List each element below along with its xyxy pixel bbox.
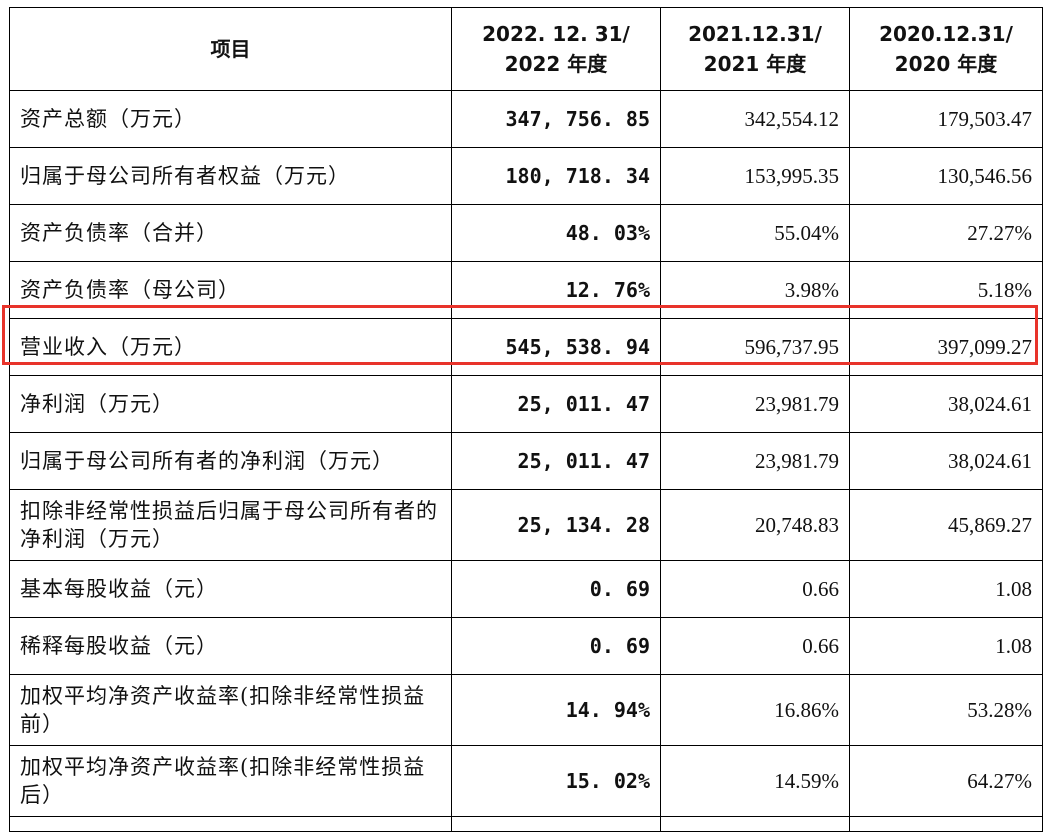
value-2022: 48. 03% — [451, 204, 661, 262]
row-label: 基本每股收益（元） — [9, 560, 452, 618]
row-label: 资产总额（万元） — [9, 90, 452, 148]
header-2021-date: 2021.12.31/ — [688, 22, 822, 46]
value-2020: 38,024.61 — [849, 432, 1043, 490]
table-row: 归属于母公司所有者的净利润（万元） 25, 011. 47 23,981.79 … — [9, 432, 1043, 490]
value-2021: 20,748.83 — [660, 489, 850, 561]
header-2022-year: 2022 年度 — [504, 52, 608, 76]
value-2022: 0. 69 — [451, 617, 661, 675]
table-row: 基本每股收益（元） 0. 69 0.66 1.08 — [9, 560, 1043, 618]
header-2022-date: 2022. 12. 31/ — [482, 22, 630, 46]
value-2021: 16.86% — [660, 674, 850, 746]
header-item: 项目 — [9, 7, 452, 91]
header-2021-year: 2021 年度 — [703, 52, 807, 76]
table-header-row: 项目 2022. 12. 31/ 2022 年度 2021.12.31/ 202… — [9, 7, 1043, 91]
header-2020: 2020.12.31/ 2020 年度 — [849, 7, 1043, 91]
row-label: 营业收入（万元） — [9, 318, 452, 376]
row-label: 稀释每股收益（元） — [9, 617, 452, 675]
table-row: 扣除非经常性损益后归属于母公司所有者的净利润（万元） 25, 134. 28 2… — [9, 489, 1043, 561]
row-label: 归属于母公司所有者权益（万元） — [9, 147, 452, 205]
row-label: 资产负债率（母公司） — [9, 261, 452, 319]
value-2021: 0.66 — [660, 617, 850, 675]
row-label: 归属于母公司所有者的净利润（万元） — [9, 432, 452, 490]
value-2022: 15. 02% — [451, 745, 661, 817]
table-row: 资产负债率（母公司） 12. 76% 3.98% 5.18% — [9, 261, 1043, 319]
financial-summary-table: 项目 2022. 12. 31/ 2022 年度 2021.12.31/ 202… — [9, 7, 1043, 832]
value-2020: 38,024.61 — [849, 375, 1043, 433]
table-row: 资产负债率（合并） 48. 03% 55.04% 27.27% — [9, 204, 1043, 262]
value-2020: 64.27% — [849, 745, 1043, 817]
empty-cell — [9, 816, 452, 832]
value-2022: 347, 756. 85 — [451, 90, 661, 148]
row-label: 净利润（万元） — [9, 375, 452, 433]
table-row: 资产总额（万元） 347, 756. 85 342,554.12 179,503… — [9, 90, 1043, 148]
row-label: 资产负债率（合并） — [9, 204, 452, 262]
value-2022: 0. 69 — [451, 560, 661, 618]
value-2021: 0.66 — [660, 560, 850, 618]
value-2022: 12. 76% — [451, 261, 661, 319]
header-2020-year: 2020 年度 — [894, 52, 998, 76]
value-2021: 55.04% — [660, 204, 850, 262]
value-2021: 3.98% — [660, 261, 850, 319]
table-row: 加权平均净资产收益率(扣除非经常性损益前） 14. 94% 16.86% 53.… — [9, 674, 1043, 746]
value-2020: 179,503.47 — [849, 90, 1043, 148]
value-2022: 180, 718. 34 — [451, 147, 661, 205]
value-2020: 1.08 — [849, 560, 1043, 618]
value-2021: 14.59% — [660, 745, 850, 817]
value-2021: 153,995.35 — [660, 147, 850, 205]
table-row-highlighted: 营业收入（万元） 545, 538. 94 596,737.95 397,099… — [9, 318, 1043, 376]
empty-cell — [849, 816, 1043, 832]
value-2022: 25, 134. 28 — [451, 489, 661, 561]
table-row: 归属于母公司所有者权益（万元） 180, 718. 34 153,995.35 … — [9, 147, 1043, 205]
value-2020: 397,099.27 — [849, 318, 1043, 376]
value-2021: 23,981.79 — [660, 375, 850, 433]
table-row-cut-off — [9, 816, 1043, 832]
row-label: 扣除非经常性损益后归属于母公司所有者的净利润（万元） — [9, 489, 452, 561]
value-2020: 45,869.27 — [849, 489, 1043, 561]
value-2022: 14. 94% — [451, 674, 661, 746]
empty-cell — [660, 816, 850, 832]
header-2022: 2022. 12. 31/ 2022 年度 — [451, 7, 661, 91]
table-row: 稀释每股收益（元） 0. 69 0.66 1.08 — [9, 617, 1043, 675]
value-2021: 342,554.12 — [660, 90, 850, 148]
value-2022: 25, 011. 47 — [451, 432, 661, 490]
value-2021: 596,737.95 — [660, 318, 850, 376]
table-row: 净利润（万元） 25, 011. 47 23,981.79 38,024.61 — [9, 375, 1043, 433]
value-2022: 25, 011. 47 — [451, 375, 661, 433]
value-2020: 53.28% — [849, 674, 1043, 746]
row-label: 加权平均净资产收益率(扣除非经常性损益后） — [9, 745, 452, 817]
value-2020: 1.08 — [849, 617, 1043, 675]
table-row: 加权平均净资产收益率(扣除非经常性损益后） 15. 02% 14.59% 64.… — [9, 745, 1043, 817]
value-2020: 130,546.56 — [849, 147, 1043, 205]
financial-table-wrapper: 项目 2022. 12. 31/ 2022 年度 2021.12.31/ 202… — [9, 7, 1043, 832]
empty-cell — [451, 816, 661, 832]
header-2020-date: 2020.12.31/ — [879, 22, 1013, 46]
value-2021: 23,981.79 — [660, 432, 850, 490]
value-2022: 545, 538. 94 — [451, 318, 661, 376]
value-2020: 5.18% — [849, 261, 1043, 319]
row-label: 加权平均净资产收益率(扣除非经常性损益前） — [9, 674, 452, 746]
value-2020: 27.27% — [849, 204, 1043, 262]
header-2021: 2021.12.31/ 2021 年度 — [660, 7, 850, 91]
